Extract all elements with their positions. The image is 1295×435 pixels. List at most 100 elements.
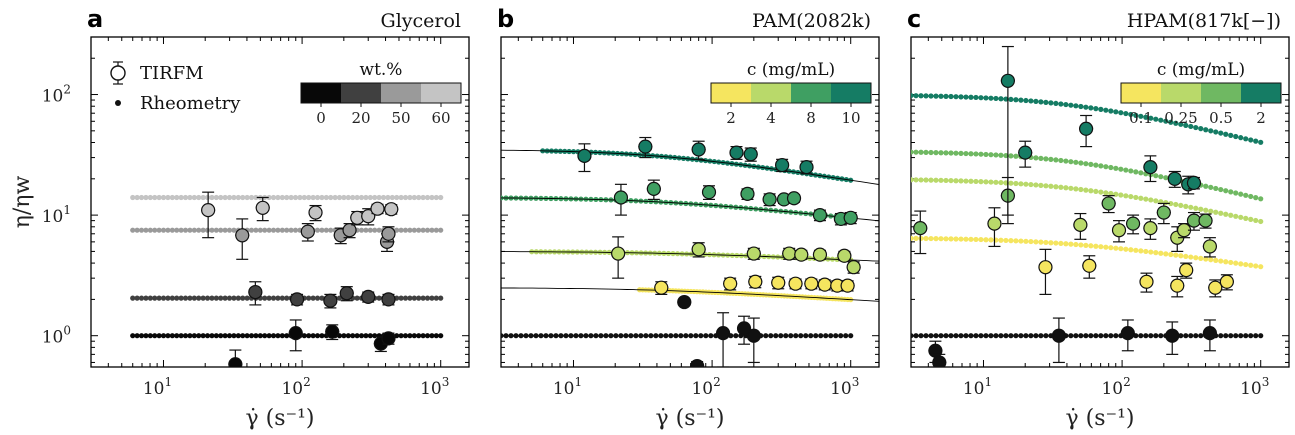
rheometry-point xyxy=(783,333,789,339)
rheometry-point xyxy=(978,333,984,339)
rheometry-point xyxy=(1198,206,1204,212)
rheometry-point xyxy=(1123,110,1129,117)
rheometry-point xyxy=(1033,182,1039,188)
data-layer xyxy=(130,191,444,367)
rheometry-point xyxy=(1008,333,1014,339)
rheometry-point xyxy=(968,94,974,100)
rheometry-point xyxy=(1108,108,1114,114)
rheometry-point xyxy=(130,295,136,301)
rheometry-point xyxy=(407,333,413,339)
rheometry-point xyxy=(1093,333,1099,339)
rheometry-point xyxy=(1253,195,1259,201)
rheometry-point xyxy=(968,178,974,184)
tirfm-point xyxy=(381,226,396,241)
rheometry-point xyxy=(240,194,246,201)
rheometry-point xyxy=(1068,185,1074,191)
colorbar: c (mg/mL) 0.1 0.25 0.5 2 xyxy=(1120,60,1282,127)
rheometry-point xyxy=(1018,238,1024,244)
rheometry-point xyxy=(1063,185,1069,191)
rheometry-point xyxy=(182,333,189,339)
tirfm-point xyxy=(308,205,323,220)
rheometry-point xyxy=(668,333,674,339)
rheometry-point xyxy=(1173,252,1179,258)
rheometry-point xyxy=(1208,208,1214,214)
rheometry-point xyxy=(1243,136,1249,142)
rheometry-point xyxy=(1128,193,1134,200)
rheometry-point xyxy=(1113,109,1119,115)
rheometry-point xyxy=(913,149,919,155)
rheometry-point xyxy=(533,333,539,339)
rheometry-point xyxy=(1163,118,1169,124)
y-axis-label: η/ηw xyxy=(10,176,35,229)
rheometry-point xyxy=(402,227,409,233)
rheometry-point xyxy=(1058,184,1064,190)
rheometry-point xyxy=(1088,161,1094,167)
rheometry-point xyxy=(803,333,809,339)
rheometry-point xyxy=(433,194,439,201)
rheometry-point xyxy=(275,227,281,233)
rheometry-point xyxy=(1253,138,1259,144)
rheometry-point xyxy=(1158,117,1164,123)
rheometry-point xyxy=(1053,240,1059,246)
rheometry-point xyxy=(1018,333,1024,339)
rheometry-point xyxy=(1113,333,1119,339)
rheometry-point xyxy=(678,333,684,339)
colorbar-label: 0.5 xyxy=(1209,109,1233,127)
rheometry-point xyxy=(1013,180,1019,187)
rheometry-point xyxy=(1083,104,1089,110)
rheometry-point xyxy=(1213,185,1219,192)
rheometry-point xyxy=(653,333,659,339)
tirfm-point xyxy=(1170,278,1185,293)
rheometry-point xyxy=(843,333,849,339)
data-layer xyxy=(501,136,879,367)
tirfm-point xyxy=(1208,280,1223,295)
rheometry-point xyxy=(292,194,299,201)
rheometry-point xyxy=(130,227,136,233)
rheometry-point xyxy=(1098,189,1104,195)
rheometry-point xyxy=(270,227,277,233)
rheometry-point xyxy=(1038,155,1044,161)
rheometry-point xyxy=(196,295,202,301)
rheometry-point xyxy=(275,295,281,301)
rheometry-point xyxy=(182,194,189,201)
rheometry-point xyxy=(328,194,334,201)
tirfm-point xyxy=(1120,326,1135,341)
rheometry-point xyxy=(1088,105,1094,111)
rheometry-point xyxy=(187,333,193,339)
rheometry-point xyxy=(200,333,206,339)
rheometry-point xyxy=(928,235,934,242)
colorbar-segment xyxy=(421,83,461,103)
colorbar-label: 0.1 xyxy=(1129,109,1153,127)
rheometry-point xyxy=(953,333,959,339)
rheometry-point xyxy=(1043,333,1049,339)
tirfm-point xyxy=(812,247,828,262)
rheometry-point xyxy=(1078,103,1084,110)
rheometry-point xyxy=(306,295,312,301)
tirfm-point xyxy=(339,286,354,301)
rheometry-point xyxy=(416,227,422,233)
rheometry-point xyxy=(156,333,162,339)
rheometry-point xyxy=(998,237,1004,243)
series-1 xyxy=(130,281,444,309)
series-2 xyxy=(130,218,444,260)
rheometry-point xyxy=(218,194,224,201)
y-tick-label: 101 xyxy=(42,203,71,227)
rheometry-point xyxy=(156,194,162,201)
x-tick-label: 103 xyxy=(420,375,449,399)
rheometry-point xyxy=(231,333,237,339)
rheometry-point xyxy=(788,333,794,339)
rheometry-point xyxy=(336,194,343,201)
rheometry-point xyxy=(1068,241,1074,247)
rheometry-point xyxy=(1173,201,1179,208)
rheometry-point xyxy=(310,295,316,301)
rheometry-point xyxy=(1053,184,1059,190)
colorbar-label: 10 xyxy=(841,109,860,127)
rheometry-point xyxy=(253,194,259,201)
rheometry-point xyxy=(1018,181,1024,187)
rheometry-point xyxy=(1048,100,1054,106)
tirfm-point xyxy=(1202,239,1217,254)
plot-frame xyxy=(90,36,470,368)
rheometry-point xyxy=(1108,190,1114,197)
rheometry-point xyxy=(693,333,699,339)
tirfm-point xyxy=(288,326,303,341)
